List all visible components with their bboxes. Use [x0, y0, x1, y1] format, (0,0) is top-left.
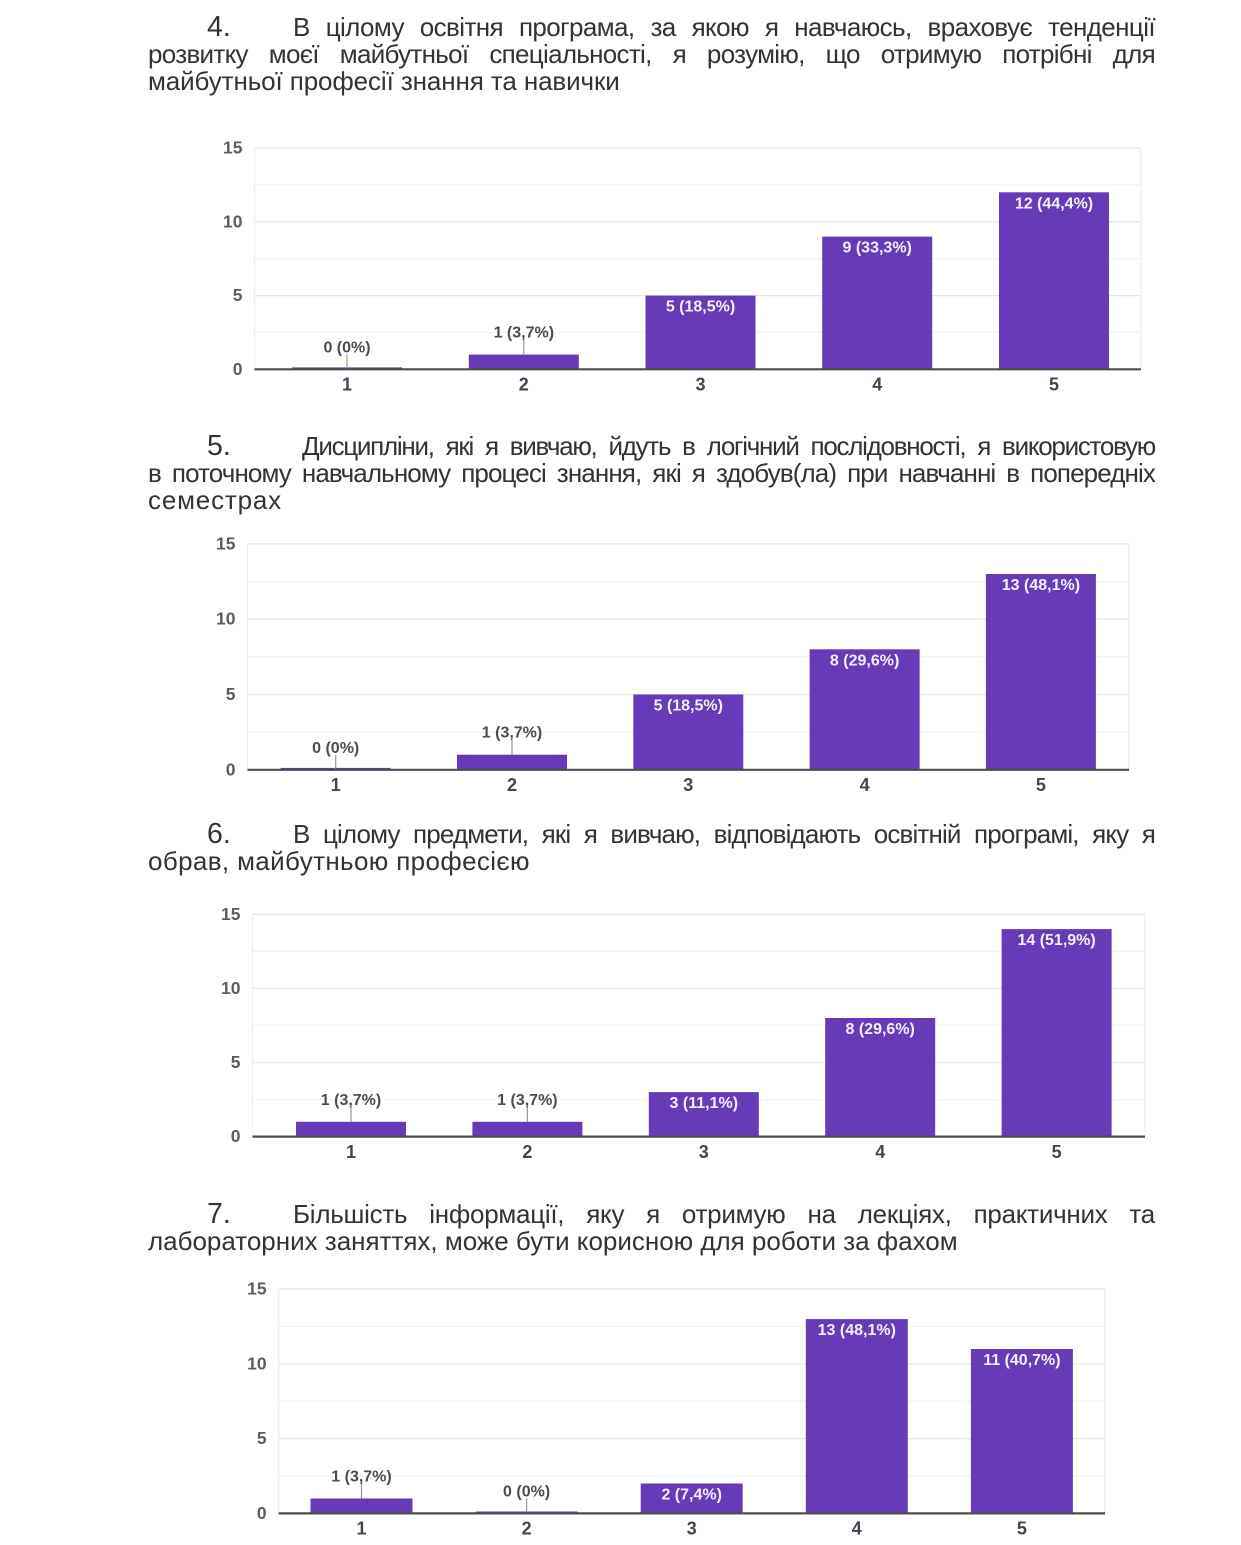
svg-text:5: 5 — [231, 1052, 241, 1072]
svg-text:1 (3,7%): 1 (3,7%) — [482, 725, 542, 742]
svg-text:2: 2 — [507, 775, 517, 795]
svg-text:2: 2 — [522, 1142, 532, 1162]
svg-text:4: 4 — [852, 1519, 862, 1539]
svg-text:10: 10 — [216, 609, 236, 629]
svg-text:1 (3,7%): 1 (3,7%) — [494, 325, 554, 342]
svg-text:3: 3 — [699, 1142, 709, 1162]
svg-text:8 (29,6%): 8 (29,6%) — [830, 652, 899, 669]
svg-text:15: 15 — [221, 904, 241, 924]
svg-text:15: 15 — [216, 533, 236, 553]
svg-text:2: 2 — [522, 1519, 532, 1539]
svg-text:3: 3 — [695, 375, 705, 395]
svg-text:0: 0 — [231, 1126, 241, 1146]
svg-text:0 (0%): 0 (0%) — [312, 740, 359, 757]
svg-text:15: 15 — [223, 138, 243, 158]
svg-text:2: 2 — [519, 375, 529, 395]
svg-text:13 (48,1%): 13 (48,1%) — [818, 1322, 896, 1339]
svg-text:1 (3,7%): 1 (3,7%) — [331, 1469, 391, 1486]
svg-text:0: 0 — [257, 1503, 267, 1523]
svg-text:15: 15 — [247, 1279, 267, 1299]
svg-text:4: 4 — [875, 1142, 885, 1162]
svg-text:1: 1 — [356, 1519, 366, 1539]
svg-text:10: 10 — [221, 978, 241, 998]
svg-text:0: 0 — [226, 759, 236, 779]
svg-text:5: 5 — [1017, 1519, 1027, 1539]
svg-text:11 (40,7%): 11 (40,7%) — [983, 1352, 1060, 1369]
svg-text:2 (7,4%): 2 (7,4%) — [661, 1487, 721, 1504]
svg-text:5: 5 — [257, 1428, 267, 1448]
svg-text:3: 3 — [683, 775, 693, 795]
svg-text:8 (29,6%): 8 (29,6%) — [846, 1021, 915, 1038]
svg-text:1: 1 — [346, 1142, 356, 1162]
svg-text:5: 5 — [1052, 1142, 1062, 1162]
svg-text:5: 5 — [1036, 775, 1046, 795]
svg-text:5: 5 — [226, 684, 236, 704]
svg-text:12 (44,4%): 12 (44,4%) — [1015, 195, 1093, 212]
svg-text:1: 1 — [342, 375, 352, 395]
svg-text:4: 4 — [872, 375, 882, 395]
svg-text:4: 4 — [860, 775, 870, 795]
svg-text:0 (0%): 0 (0%) — [503, 1483, 550, 1500]
svg-text:0: 0 — [233, 359, 243, 379]
svg-text:5 (18,5%): 5 (18,5%) — [654, 698, 723, 715]
svg-text:13 (48,1%): 13 (48,1%) — [1002, 577, 1080, 594]
svg-text:10: 10 — [247, 1353, 267, 1373]
svg-text:5: 5 — [233, 285, 243, 305]
svg-text:1: 1 — [331, 775, 341, 795]
svg-text:0 (0%): 0 (0%) — [323, 339, 370, 356]
svg-text:1 (3,7%): 1 (3,7%) — [321, 1092, 381, 1109]
svg-text:10: 10 — [223, 211, 243, 231]
svg-text:14 (51,9%): 14 (51,9%) — [1017, 932, 1095, 949]
svg-text:3: 3 — [687, 1519, 697, 1539]
svg-text:3 (11,1%): 3 (11,1%) — [670, 1095, 738, 1112]
svg-text:9 (33,3%): 9 (33,3%) — [843, 240, 912, 257]
svg-text:5: 5 — [1049, 375, 1059, 395]
svg-text:1 (3,7%): 1 (3,7%) — [497, 1092, 557, 1109]
svg-text:5 (18,5%): 5 (18,5%) — [666, 299, 735, 316]
